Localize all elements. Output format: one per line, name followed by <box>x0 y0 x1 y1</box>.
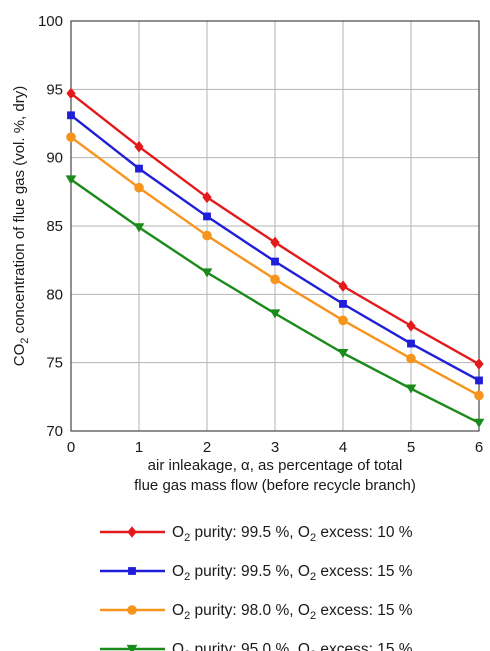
data-point <box>338 315 348 326</box>
data-point <box>338 280 348 292</box>
data-point <box>339 300 347 308</box>
legend-label: O2 purity: 98.0 %, O2 excess: 15 % <box>172 602 413 622</box>
data-point <box>405 384 417 394</box>
plot-frame <box>70 20 480 432</box>
y-axis-label: CO2 concentration of flue gas (vol. %, d… <box>11 86 31 366</box>
legend-item: O2 purity: 98.0 %, O2 excess: 15 % <box>100 602 413 622</box>
series-4 <box>65 175 485 428</box>
data-point <box>474 390 484 401</box>
x-tick-label: 0 <box>67 439 75 456</box>
x-axis-label-line2: flue gas mass flow (before recycle branc… <box>134 477 416 494</box>
series-group <box>65 87 485 428</box>
data-point <box>135 164 143 173</box>
y-tick-label: 85 <box>46 218 63 235</box>
legend-swatch-marker <box>128 567 136 575</box>
legend-label: O2 purity: 99.5 %, O2 excess: 15 % <box>172 563 413 583</box>
x-tick-label: 4 <box>339 439 347 456</box>
data-point <box>270 274 280 285</box>
legend-item: O2 purity: 95.0 %, O2 excess: 15 % <box>100 641 413 651</box>
data-point <box>337 349 349 359</box>
data-point <box>66 132 76 142</box>
data-point <box>269 309 281 319</box>
data-point <box>474 358 484 370</box>
y-tick-labels: 70 75 80 85 90 95 100 <box>38 13 63 440</box>
series-3 <box>66 132 484 401</box>
x-tick-label: 1 <box>135 439 143 456</box>
y-tick-label: 100 <box>38 13 63 30</box>
legend-item: O2 purity: 99.5 %, O2 excess: 15 % <box>100 563 413 583</box>
series-1 <box>66 87 484 370</box>
data-point <box>134 140 144 153</box>
grid-lines <box>70 20 480 432</box>
data-point <box>66 87 76 100</box>
data-point <box>407 339 415 348</box>
data-point <box>67 111 75 120</box>
data-point <box>271 257 279 266</box>
x-tick-label: 6 <box>475 439 483 456</box>
data-point <box>406 319 416 332</box>
legend-label: O2 purity: 95.0 %, O2 excess: 15 % <box>172 641 413 651</box>
y-tick-label: 70 <box>46 423 63 440</box>
y-tick-label: 90 <box>46 150 63 167</box>
x-axis-label-line1: air inleakage, α, as percentage of total <box>148 457 403 474</box>
data-point <box>406 353 416 364</box>
data-point <box>202 230 212 241</box>
data-point <box>134 182 144 193</box>
data-point <box>203 212 211 221</box>
y-tick-label: 75 <box>46 355 63 372</box>
data-point <box>133 223 145 233</box>
data-point <box>270 236 280 249</box>
legend: O2 purity: 99.5 %, O2 excess: 10 % O2 pur… <box>100 524 413 651</box>
data-point <box>473 418 485 428</box>
data-point <box>475 376 483 385</box>
y-tick-label: 95 <box>46 81 63 98</box>
legend-label: O2 purity: 99.5 %, O2 excess: 10 % <box>172 524 413 544</box>
series-2 <box>67 111 483 385</box>
x-tick-label: 5 <box>407 439 415 456</box>
x-tick-label: 2 <box>203 439 211 456</box>
data-point <box>65 175 77 185</box>
legend-item: O2 purity: 99.5 %, O2 excess: 10 % <box>100 524 413 544</box>
data-point <box>201 268 213 278</box>
x-tick-label: 3 <box>271 439 279 456</box>
x-tick-labels: 0 1 2 3 4 5 6 <box>67 439 483 456</box>
y-tick-label: 80 <box>46 286 63 303</box>
legend-swatch-marker <box>127 526 137 538</box>
legend-swatch-marker <box>127 605 137 615</box>
legend-swatch-marker <box>126 644 138 651</box>
data-point <box>202 191 212 204</box>
